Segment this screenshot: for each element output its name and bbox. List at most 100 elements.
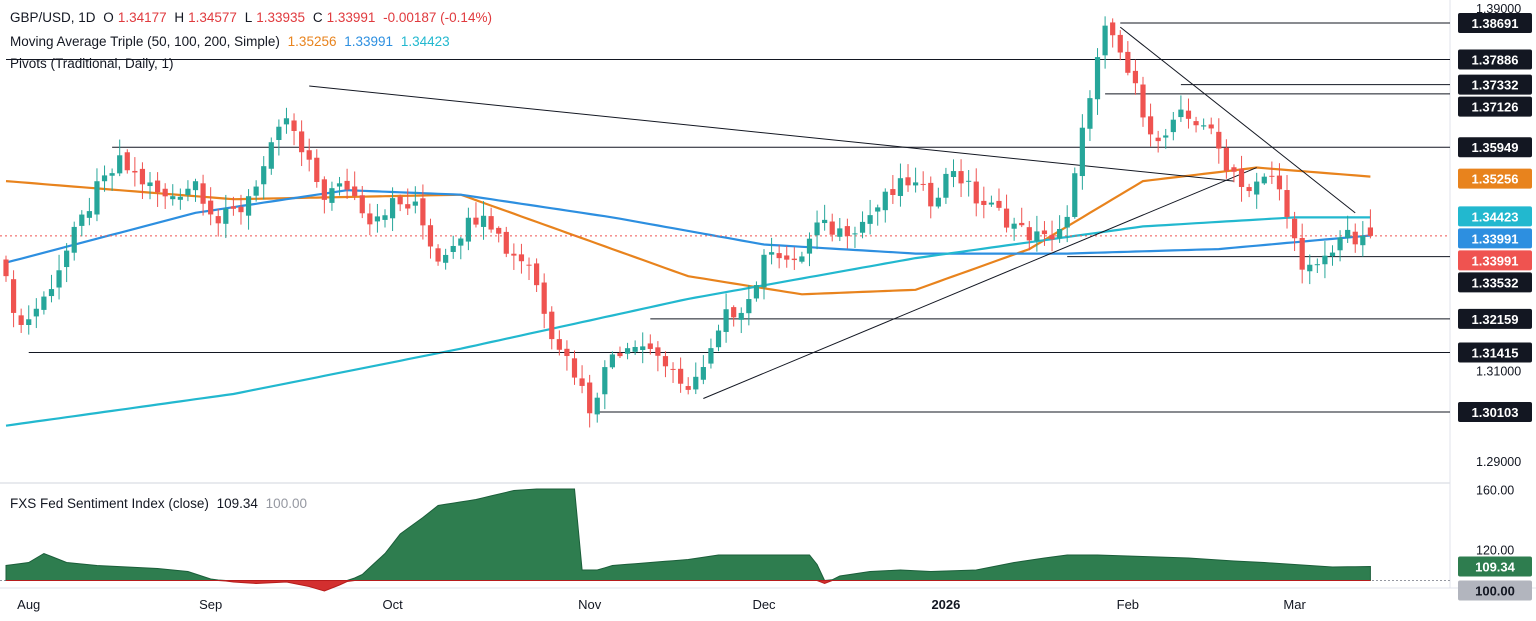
candle-body bbox=[488, 216, 494, 230]
candle-body bbox=[147, 182, 153, 187]
candle-body bbox=[579, 378, 585, 386]
candle-body bbox=[1193, 121, 1199, 126]
candle-body bbox=[1261, 176, 1267, 184]
close-value: 1.33991 bbox=[326, 10, 376, 25]
candle-body bbox=[344, 180, 350, 190]
ma-legend[interactable]: Moving Average Triple (50, 100, 200, Sim… bbox=[10, 34, 454, 49]
price-label-text: 1.33991 bbox=[1472, 253, 1519, 268]
candle-body bbox=[655, 347, 661, 356]
change-value: -0.00187 (-0.14%) bbox=[383, 10, 492, 25]
price-tick-label: 1.29000 bbox=[1476, 455, 1521, 469]
candle-body bbox=[746, 299, 752, 314]
candle-body bbox=[1352, 231, 1358, 245]
price-label-text: 1.37332 bbox=[1472, 78, 1519, 93]
candle-body bbox=[215, 216, 221, 224]
candle-body bbox=[10, 279, 17, 313]
price-label-text: 1.38691 bbox=[1472, 16, 1519, 31]
candle-body bbox=[678, 368, 684, 384]
candle-body bbox=[1011, 223, 1017, 229]
candle-body bbox=[382, 215, 388, 220]
sentiment-area bbox=[0, 488, 1450, 592]
ma200-value: 1.34423 bbox=[400, 34, 450, 49]
candle-body bbox=[1064, 216, 1070, 228]
price-label-text: 1.34423 bbox=[1472, 209, 1519, 224]
symbol-name[interactable]: GBP/USD, 1D bbox=[10, 10, 96, 25]
candle-body bbox=[647, 343, 653, 349]
candle-body bbox=[1026, 227, 1032, 241]
candle-body bbox=[632, 346, 638, 352]
candle-body bbox=[352, 186, 358, 196]
sentiment-tick-label: 160.00 bbox=[1476, 484, 1514, 498]
candle-body bbox=[3, 259, 9, 277]
candle-body bbox=[41, 296, 47, 310]
candle-body bbox=[117, 155, 123, 174]
candle-body bbox=[1147, 116, 1154, 135]
candle-body bbox=[1307, 264, 1313, 272]
candle-body bbox=[837, 228, 843, 237]
candle-body bbox=[534, 263, 540, 286]
candle-body bbox=[374, 216, 381, 222]
candle-body bbox=[829, 221, 835, 235]
time-axis[interactable]: Aug Sep Oct Nov Dec 2026 Feb Mar bbox=[17, 597, 1306, 612]
candle-body bbox=[738, 312, 744, 320]
candle-body bbox=[799, 256, 805, 262]
candle-body bbox=[1094, 57, 1101, 100]
candle-body bbox=[1238, 168, 1245, 187]
candle-body bbox=[981, 200, 987, 205]
candle-body bbox=[609, 354, 615, 368]
candle-body bbox=[685, 386, 691, 390]
candle-body bbox=[276, 126, 282, 140]
time-tick-label: Oct bbox=[382, 597, 403, 612]
sentiment-label: FXS Fed Sentiment Index (close) bbox=[10, 496, 209, 511]
candle-body bbox=[443, 254, 449, 263]
candle-body bbox=[541, 282, 547, 314]
sentiment-legend[interactable]: FXS Fed Sentiment Index (close) 109.34 1… bbox=[10, 496, 311, 511]
price-label-text: 1.37886 bbox=[1472, 53, 1519, 68]
sentiment-negative bbox=[6, 580, 1371, 592]
candle-body bbox=[1057, 229, 1063, 239]
candle-body bbox=[867, 215, 873, 224]
candle-body bbox=[1155, 137, 1161, 142]
candle-body bbox=[336, 183, 343, 187]
candle-body bbox=[723, 309, 729, 332]
candle-body bbox=[776, 253, 782, 259]
candle-body bbox=[556, 339, 562, 350]
candle-body bbox=[208, 200, 214, 215]
candle-body bbox=[708, 348, 714, 364]
candle-body bbox=[177, 196, 183, 200]
candle-body bbox=[890, 189, 896, 195]
candle-body bbox=[928, 182, 934, 207]
candle-body bbox=[784, 255, 790, 260]
candle-body bbox=[1231, 167, 1237, 172]
candle-body bbox=[314, 157, 320, 182]
price-label-box bbox=[1458, 272, 1532, 293]
grid bbox=[0, 0, 1536, 589]
time-tick-label: Mar bbox=[1283, 597, 1306, 612]
candle-body bbox=[859, 221, 866, 233]
candle-body bbox=[943, 173, 949, 198]
time-tick-label: Dec bbox=[752, 597, 776, 612]
candle-body bbox=[958, 171, 964, 184]
candle-body bbox=[1170, 119, 1176, 133]
trendline bbox=[1119, 26, 1356, 214]
candle-body bbox=[397, 196, 403, 205]
pivots-legend[interactable]: Pivots (Traditional, Daily, 1) bbox=[10, 56, 178, 71]
price-label-box bbox=[1458, 49, 1532, 70]
candle-body bbox=[1034, 231, 1040, 242]
candle-body bbox=[1299, 237, 1305, 270]
candle-body bbox=[1314, 264, 1320, 266]
candle-body bbox=[1185, 110, 1192, 119]
candle-body bbox=[230, 206, 236, 209]
time-tick-label: Aug bbox=[17, 597, 40, 612]
ma100-value: 1.33991 bbox=[344, 34, 394, 49]
candle-body bbox=[897, 178, 904, 196]
candle-body bbox=[1216, 131, 1222, 149]
candle-body bbox=[966, 180, 972, 182]
candle-body bbox=[192, 181, 199, 191]
candle-body bbox=[1223, 147, 1229, 171]
candle-body bbox=[1276, 175, 1283, 190]
candle-body bbox=[1079, 127, 1085, 177]
pivots-label: Pivots (Traditional, Daily, 1) bbox=[10, 56, 174, 71]
candle-body bbox=[1125, 51, 1131, 73]
